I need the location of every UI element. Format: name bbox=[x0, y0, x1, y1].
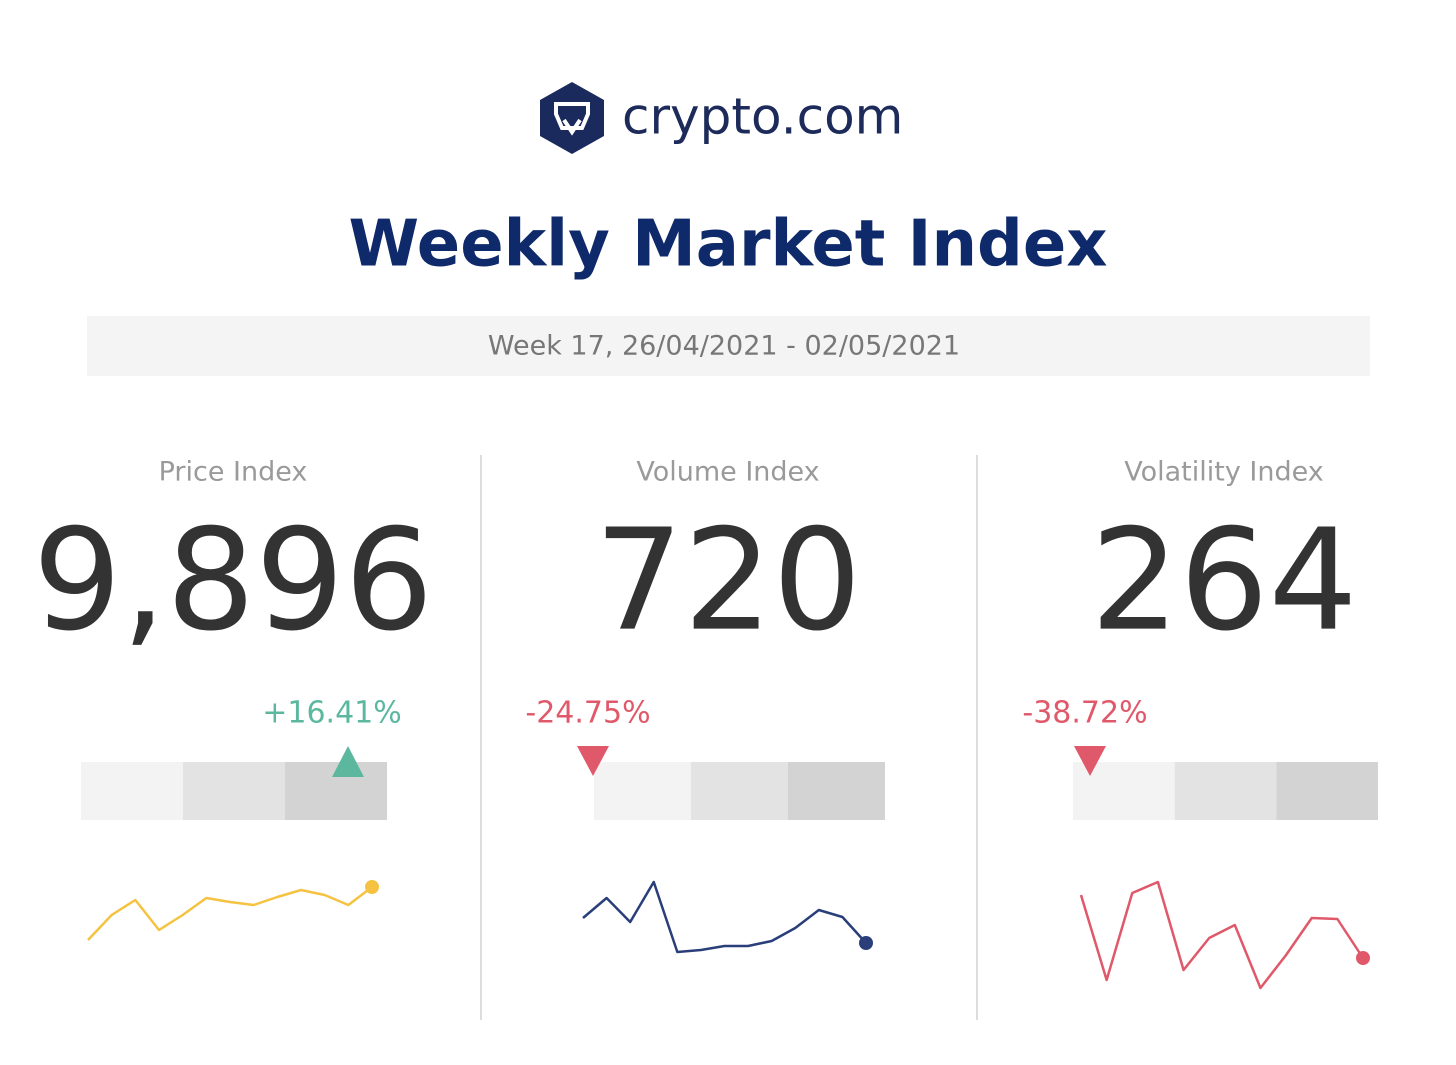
card-label: Price Index bbox=[159, 457, 308, 488]
change-arrow bbox=[332, 746, 364, 777]
logo-icon bbox=[540, 82, 604, 154]
card-value: 9,896 bbox=[33, 500, 434, 663]
card-value: 720 bbox=[594, 500, 861, 663]
card-label: Volatility Index bbox=[1124, 457, 1324, 488]
gauge-segment bbox=[183, 762, 285, 820]
subtitle-band bbox=[87, 316, 1370, 376]
card-value: 264 bbox=[1090, 500, 1357, 663]
gauge-segment bbox=[1276, 762, 1378, 820]
gauge-segment bbox=[691, 762, 788, 820]
logo-text: crypto.com bbox=[622, 88, 903, 146]
change: -38.72% bbox=[1022, 696, 1147, 731]
gauge-segment bbox=[81, 762, 183, 820]
change-arrow bbox=[1074, 746, 1106, 776]
gauge-segment bbox=[788, 762, 885, 820]
change: -24.75% bbox=[525, 696, 650, 731]
sparkline bbox=[1079, 880, 1365, 990]
sparkline-end bbox=[859, 936, 873, 950]
sparkline bbox=[87, 886, 373, 941]
gauge-segment bbox=[594, 762, 691, 820]
sparkline-end bbox=[365, 880, 379, 894]
sparkline-end bbox=[1356, 951, 1370, 965]
change: +16.41% bbox=[262, 696, 402, 731]
subtitle: Week 17, 26/04/2021 - 02/05/2021 bbox=[488, 331, 960, 362]
sparkline bbox=[582, 880, 867, 954]
change-arrow bbox=[577, 746, 609, 776]
title: Weekly Market Index bbox=[348, 208, 1107, 282]
gauge-segment bbox=[1174, 762, 1277, 820]
card-label: Volume Index bbox=[636, 457, 819, 488]
